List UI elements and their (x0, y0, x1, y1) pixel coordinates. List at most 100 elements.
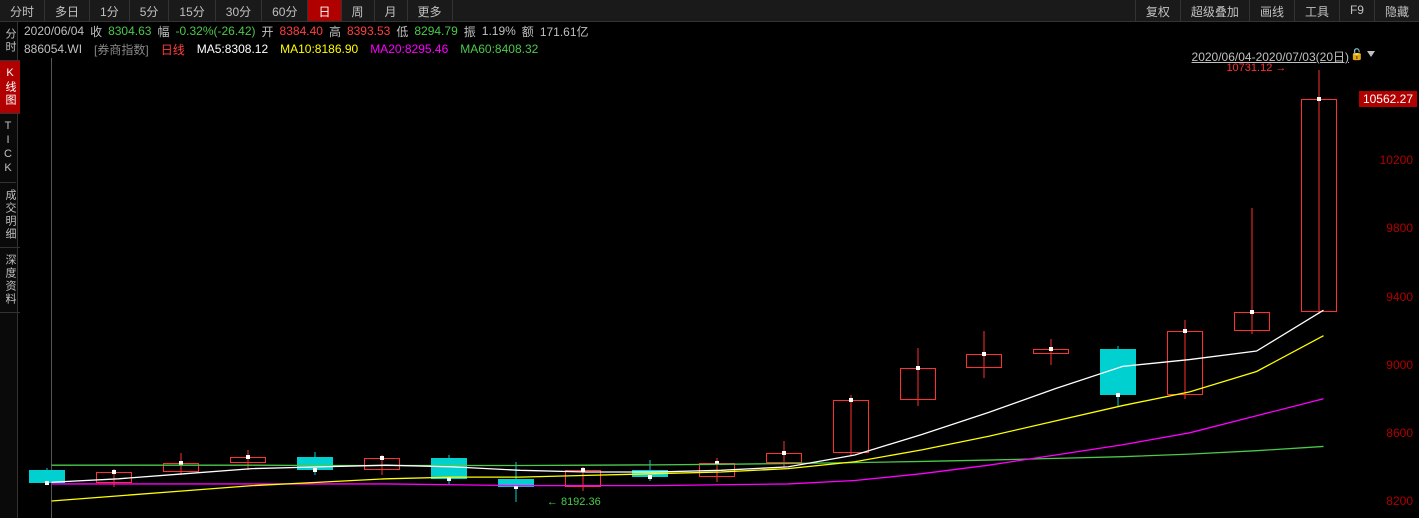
timeframe-tab-15分[interactable]: 15分 (169, 0, 215, 21)
tool-tab-画线[interactable]: 画线 (1249, 0, 1294, 21)
close-marker (1250, 310, 1254, 314)
y-tick-label: 8600 (1386, 426, 1413, 440)
left-nav-1[interactable]: K线图 (0, 61, 20, 114)
timeframe-tab-5分[interactable]: 5分 (130, 0, 170, 21)
annotation-low: ← 8192.36 (547, 496, 601, 508)
left-nav-0[interactable]: 分时 (0, 22, 20, 61)
ma5-label: MA5:8308.12 (197, 42, 268, 56)
y-tick-label: 9800 (1386, 221, 1413, 235)
candle[interactable] (25, 58, 70, 518)
timeframe-tab-日[interactable]: 日 (308, 0, 341, 21)
high-label: 高 (329, 23, 341, 40)
close-marker (782, 451, 786, 455)
candle[interactable] (226, 58, 271, 518)
ma20-label: MA20:8295.46 (370, 42, 448, 56)
candle[interactable] (359, 58, 404, 518)
symbol-code: 886054.WI (24, 42, 82, 56)
open-label: 开 (262, 23, 274, 40)
y-tick-label: 10200 (1380, 153, 1413, 167)
ma10-label: MA10:8186.90 (280, 42, 358, 56)
y-axis: 820086009000940098001020010562.27 (1359, 58, 1419, 518)
candle[interactable] (761, 58, 806, 518)
timeframe-tab-月[interactable]: 月 (375, 0, 408, 21)
candle[interactable] (560, 58, 605, 518)
tool-tab-工具[interactable]: 工具 (1294, 0, 1339, 21)
close-marker (1317, 97, 1321, 101)
timeframe-tab-30分[interactable]: 30分 (216, 0, 262, 21)
symbol-name: [券商指数] (94, 41, 149, 58)
amp-label: 振 (464, 23, 476, 40)
tool-tab-复权[interactable]: 复权 (1135, 0, 1180, 21)
left-nav-4[interactable]: 深度资料 (0, 248, 20, 313)
timeframe-tab-分时[interactable]: 分时 (0, 0, 45, 21)
close-marker (246, 455, 250, 459)
candle[interactable] (493, 58, 538, 518)
candle[interactable] (92, 58, 137, 518)
y-tick-label: 9000 (1386, 358, 1413, 372)
tool-tabs: 复权超级叠加画线工具F9隐藏 (1135, 0, 1419, 21)
close-marker (1116, 393, 1120, 397)
close-marker (1049, 347, 1053, 351)
chart-area[interactable]: 2020/06/04-2020/07/03(20日) 🔓 10731.12 →←… (18, 58, 1419, 518)
close-marker (447, 477, 451, 481)
close-marker (715, 461, 719, 465)
ma60-label: MA60:8408.32 (460, 42, 538, 56)
timeframe-tab-60分[interactable]: 60分 (262, 0, 308, 21)
candle[interactable] (1096, 58, 1141, 518)
candle[interactable] (292, 58, 337, 518)
candle[interactable] (895, 58, 940, 518)
y-tick-label: 8200 (1386, 494, 1413, 508)
ohlc-info-bar: 2020/06/04 收 8304.63 幅 -0.32%(-26.42) 开 … (0, 22, 1419, 40)
candle[interactable] (828, 58, 873, 518)
tool-tab-F9[interactable]: F9 (1339, 0, 1374, 21)
amt-label: 额 (522, 23, 534, 40)
close-marker (514, 485, 518, 489)
candle[interactable] (694, 58, 739, 518)
candlestick-plot[interactable]: 10731.12 → ← 8192.36 (18, 58, 1357, 518)
timeframe-tab-多日[interactable]: 多日 (45, 0, 90, 21)
close-marker (581, 468, 585, 472)
candle[interactable] (1029, 58, 1074, 518)
candle[interactable] (1163, 58, 1208, 518)
pct-value: -0.32%(-26.42) (175, 24, 255, 38)
tool-tab-隐藏[interactable]: 隐藏 (1374, 0, 1419, 21)
candle[interactable] (962, 58, 1007, 518)
close-value: 8304.63 (108, 24, 151, 38)
pct-label: 幅 (157, 23, 169, 40)
y-tick-label: 9400 (1386, 290, 1413, 304)
period-label: 日线 (161, 41, 185, 58)
ma-line (18, 58, 1357, 518)
candle[interactable] (1230, 58, 1275, 518)
annotation-high: 10731.12 → (1226, 62, 1286, 74)
close-marker (849, 398, 853, 402)
high-value: 8393.53 (347, 24, 390, 38)
tool-tab-超级叠加[interactable]: 超级叠加 (1180, 0, 1249, 21)
top-toolbar: 分时多日1分5分15分30分60分日周月更多 复权超级叠加画线工具F9隐藏 (0, 0, 1419, 22)
low-label: 低 (396, 23, 408, 40)
left-nav: 分时K线图TICK成交明细深度资料 (0, 22, 18, 518)
close-marker (112, 470, 116, 474)
timeframe-tab-1分[interactable]: 1分 (90, 0, 130, 21)
amp-value: 1.19% (482, 24, 516, 38)
close-marker (1183, 329, 1187, 333)
candle[interactable] (627, 58, 672, 518)
close-marker (313, 468, 317, 472)
low-value: 8294.79 (414, 24, 457, 38)
timeframe-tab-更多[interactable]: 更多 (408, 0, 453, 21)
left-nav-2[interactable]: TICK (0, 114, 16, 183)
dropdown-triangle-icon[interactable] (1367, 51, 1375, 57)
ma-line (18, 58, 1357, 518)
candle[interactable] (1297, 58, 1342, 518)
close-marker (380, 456, 384, 460)
info-date: 2020/06/04 (24, 24, 84, 38)
left-nav-3[interactable]: 成交明细 (0, 183, 20, 248)
candle[interactable] (159, 58, 204, 518)
close-label: 收 (90, 23, 102, 40)
timeframe-tabs: 分时多日1分5分15分30分60分日周月更多 (0, 0, 453, 21)
close-marker (648, 475, 652, 479)
timeframe-tab-周[interactable]: 周 (342, 0, 375, 21)
ma-line (18, 58, 1357, 518)
close-marker (982, 352, 986, 356)
candle[interactable] (426, 58, 471, 518)
close-marker (179, 461, 183, 465)
